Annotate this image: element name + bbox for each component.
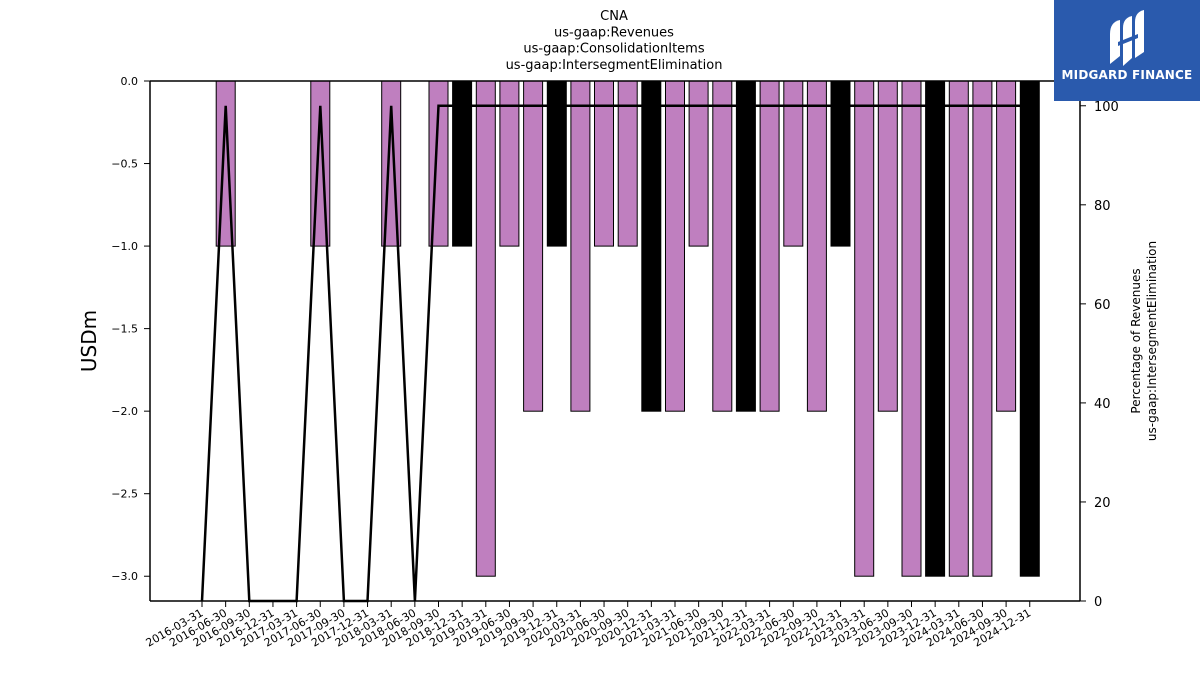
y2-tick-label: 60 [1094,298,1111,313]
bar-2023-06-30 [877,80,898,412]
bar-2021-09-30 [712,80,733,412]
y-tick-label: −2.0 [111,405,138,418]
y2-tick-label: 100 [1094,100,1119,115]
y-tick-label: 0.0 [121,75,139,88]
bar-2023-09-30 [901,80,922,577]
bar-2024-03-31 [948,80,969,577]
bar-2024-06-30 [972,80,993,577]
y-tick-label: −1.5 [111,323,138,336]
bar-2024-09-30 [996,80,1017,412]
bar-2023-12-31 [925,80,946,577]
chart-title-line: CNA [600,9,628,24]
y-tick-label: −0.5 [111,158,138,171]
bar-2020-12-31 [641,80,662,412]
percentage-line-path [200,104,1030,603]
y-tick-label: −1.0 [111,240,138,253]
bar-2024-12-31 [1019,80,1040,577]
y-axis-ticks: 0.0 −0.5 −1.0 −1.5 −2.0 −2.5 −3.0 [111,75,150,583]
y-tick-label: −2.5 [111,488,138,501]
y2-tick-label: 0 [1094,595,1102,610]
bar-2022-09-30 [806,80,827,412]
axes [149,80,1081,602]
logo-text: MIDGARD FINANCE [1061,68,1193,82]
bar-2019-09-30 [523,80,544,412]
y2-axis-label-line: us-gaap:IntersegmentElimination [1145,241,1159,441]
bar-2022-03-31 [759,80,780,412]
y2-axis-label: Percentage of Revenues us-gaap:Intersegme… [1129,241,1159,441]
bar-2019-03-31 [475,80,496,577]
bar-2021-12-31 [735,80,756,412]
y2-tick-label: 80 [1094,199,1111,214]
y-axis-label: USDm [77,310,101,372]
bar-2020-03-31 [570,80,591,412]
midgard-logo-icon [1110,10,1144,66]
bar-2021-03-31 [665,80,685,412]
y-tick-label: −3.0 [111,570,138,583]
midgard-finance-logo: MIDGARD FINANCE [1054,0,1200,101]
x-axis-ticks: 2016-03-312016-06-302016-09-302016-12-31… [144,601,1033,650]
y2-tick-label: 20 [1094,496,1111,511]
y2-axis-label-line: Percentage of Revenues [1129,268,1143,413]
chart-title-line: us-gaap:Revenues [554,25,674,40]
y2-axis-ticks: 0 20 40 60 80 100 [1080,100,1119,610]
percentage-line [200,104,1030,603]
bar-2023-03-31 [854,80,875,577]
chart-title-line: us-gaap:ConsolidationItems [523,42,704,57]
chart-title-line: us-gaap:IntersegmentElimination [506,58,723,73]
y2-tick-label: 40 [1094,397,1111,412]
